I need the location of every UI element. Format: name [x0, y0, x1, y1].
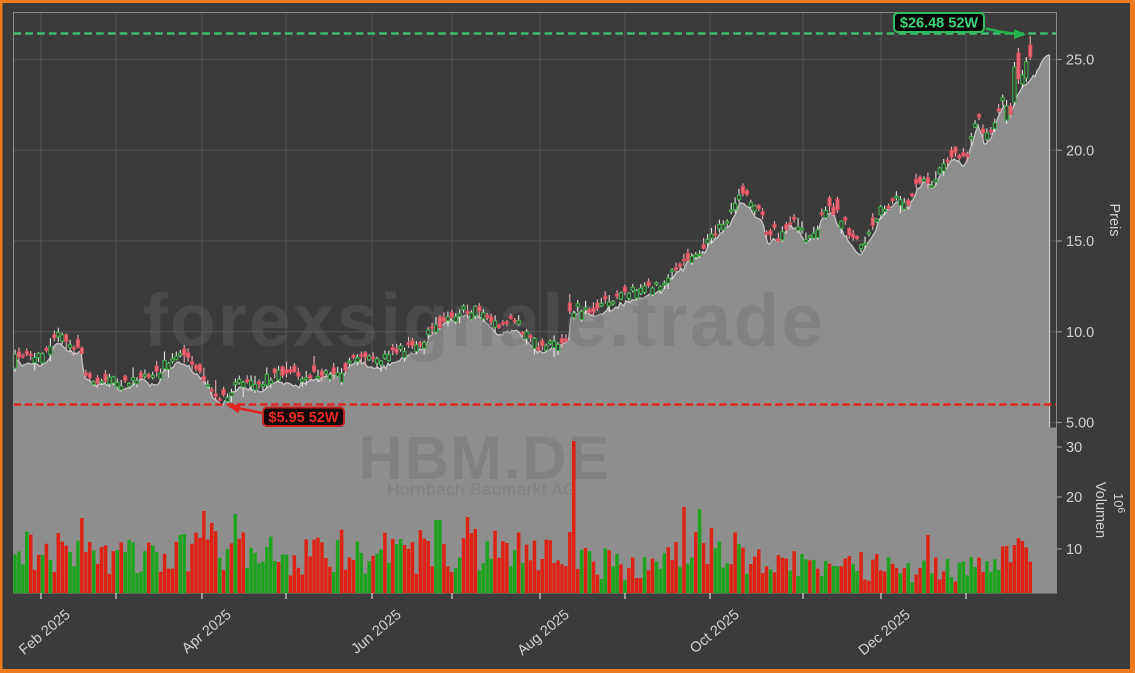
svg-text:Volumen: Volumen	[1092, 482, 1108, 538]
svg-text:Hornbach Baumarkt AG: Hornbach Baumarkt AG	[387, 480, 577, 499]
svg-text:Preis: Preis	[1106, 203, 1122, 236]
svg-text:5.00: 5.00	[1066, 416, 1094, 432]
svg-text:20.0: 20.0	[1066, 143, 1094, 159]
svg-text:20: 20	[1066, 490, 1082, 506]
svg-text:10.0: 10.0	[1066, 325, 1094, 341]
svg-text:HBM.DE: HBM.DE	[359, 424, 612, 492]
svg-text:forexsignale.trade: forexsignale.trade	[143, 278, 825, 362]
svg-text:30: 30	[1066, 440, 1082, 456]
svg-text:15.0: 15.0	[1066, 234, 1094, 250]
svg-text:25.0: 25.0	[1066, 53, 1094, 69]
svg-text:$5.95 52W: $5.95 52W	[268, 410, 338, 426]
svg-text:10: 10	[1066, 542, 1082, 558]
svg-text:$26.48 52W: $26.48 52W	[900, 16, 979, 32]
